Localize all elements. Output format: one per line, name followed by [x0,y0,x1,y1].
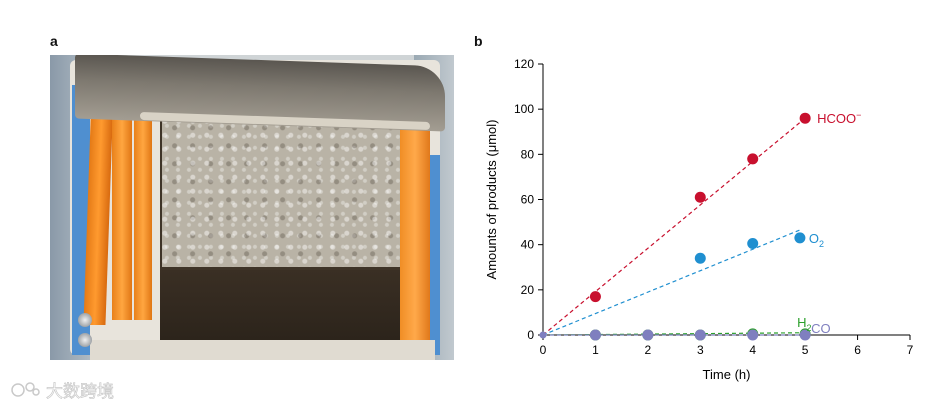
series-label-hcoo: HCOO− [817,110,861,126]
y-tick-label: 20 [521,283,535,297]
y-tick-label: 40 [521,238,535,252]
products-chart: 0 1 2 3 4 5 6 7 0 20 40 60 80 100 120 Time (h) Amounts… [484,57,914,382]
trendlines [542,117,806,336]
data-point-CO [799,329,811,341]
bubble-froth [162,117,400,267]
panel-label-b: b [474,33,483,49]
series-label-o2: O2 [809,231,824,249]
watermark-text: 大数跨境 [46,382,114,402]
orange-electrode-2 [112,70,132,320]
series-label-co: CO [811,321,831,336]
dark-electrolyte [160,270,405,340]
y-axis-title: Amounts of products (μmol) [484,120,499,280]
data-point-CO [694,329,706,341]
logo-icon [11,382,40,397]
data-point-CO [747,329,759,341]
watermark: 大数跨境 [11,382,114,402]
data-point-CO [642,329,654,341]
bottom-rim [90,340,435,360]
orange-electrode-right [400,125,430,355]
x-axis-title: Time (h) [703,367,751,382]
x-tick-label: 5 [802,343,809,357]
data-point-CO [589,329,601,341]
panel-label-a: a [50,33,58,49]
x-tick-label: 0 [540,343,547,357]
trendline-O₂ [542,229,801,336]
data-point-O₂ [794,232,806,244]
data-point-HCOO⁻ [747,153,759,165]
data-points [539,112,811,341]
data-point-origin [539,331,547,339]
y-tick-label: 80 [521,147,535,161]
screw-icon [78,313,92,327]
y-tick-label: 60 [521,193,535,207]
x-tick-label: 1 [592,343,599,357]
x-tick-label: 2 [645,343,652,357]
ticks: 0 1 2 3 4 5 6 7 0 20 40 60 80 100 120 [514,57,914,357]
data-point-HCOO⁻ [589,291,601,303]
data-point-HCOO⁻ [799,112,811,124]
data-point-O₂ [694,252,706,264]
trendline-HCOO⁻ [542,117,806,336]
y-tick-label: 0 [527,328,534,342]
x-tick-label: 6 [854,343,861,357]
y-tick-label: 120 [514,57,534,71]
x-tick-label: 4 [749,343,756,357]
x-tick-label: 7 [907,343,914,357]
orange-electrode-3 [134,75,152,320]
data-point-HCOO⁻ [694,191,706,203]
data-point-O₂ [747,238,759,250]
x-tick-label: 3 [697,343,704,357]
y-tick-label: 100 [514,102,534,116]
blue-gasket-right [430,155,440,355]
electrolysis-cell-photo [50,55,454,360]
screw-icon [78,333,92,347]
series-label-h2: H2 [797,315,811,333]
